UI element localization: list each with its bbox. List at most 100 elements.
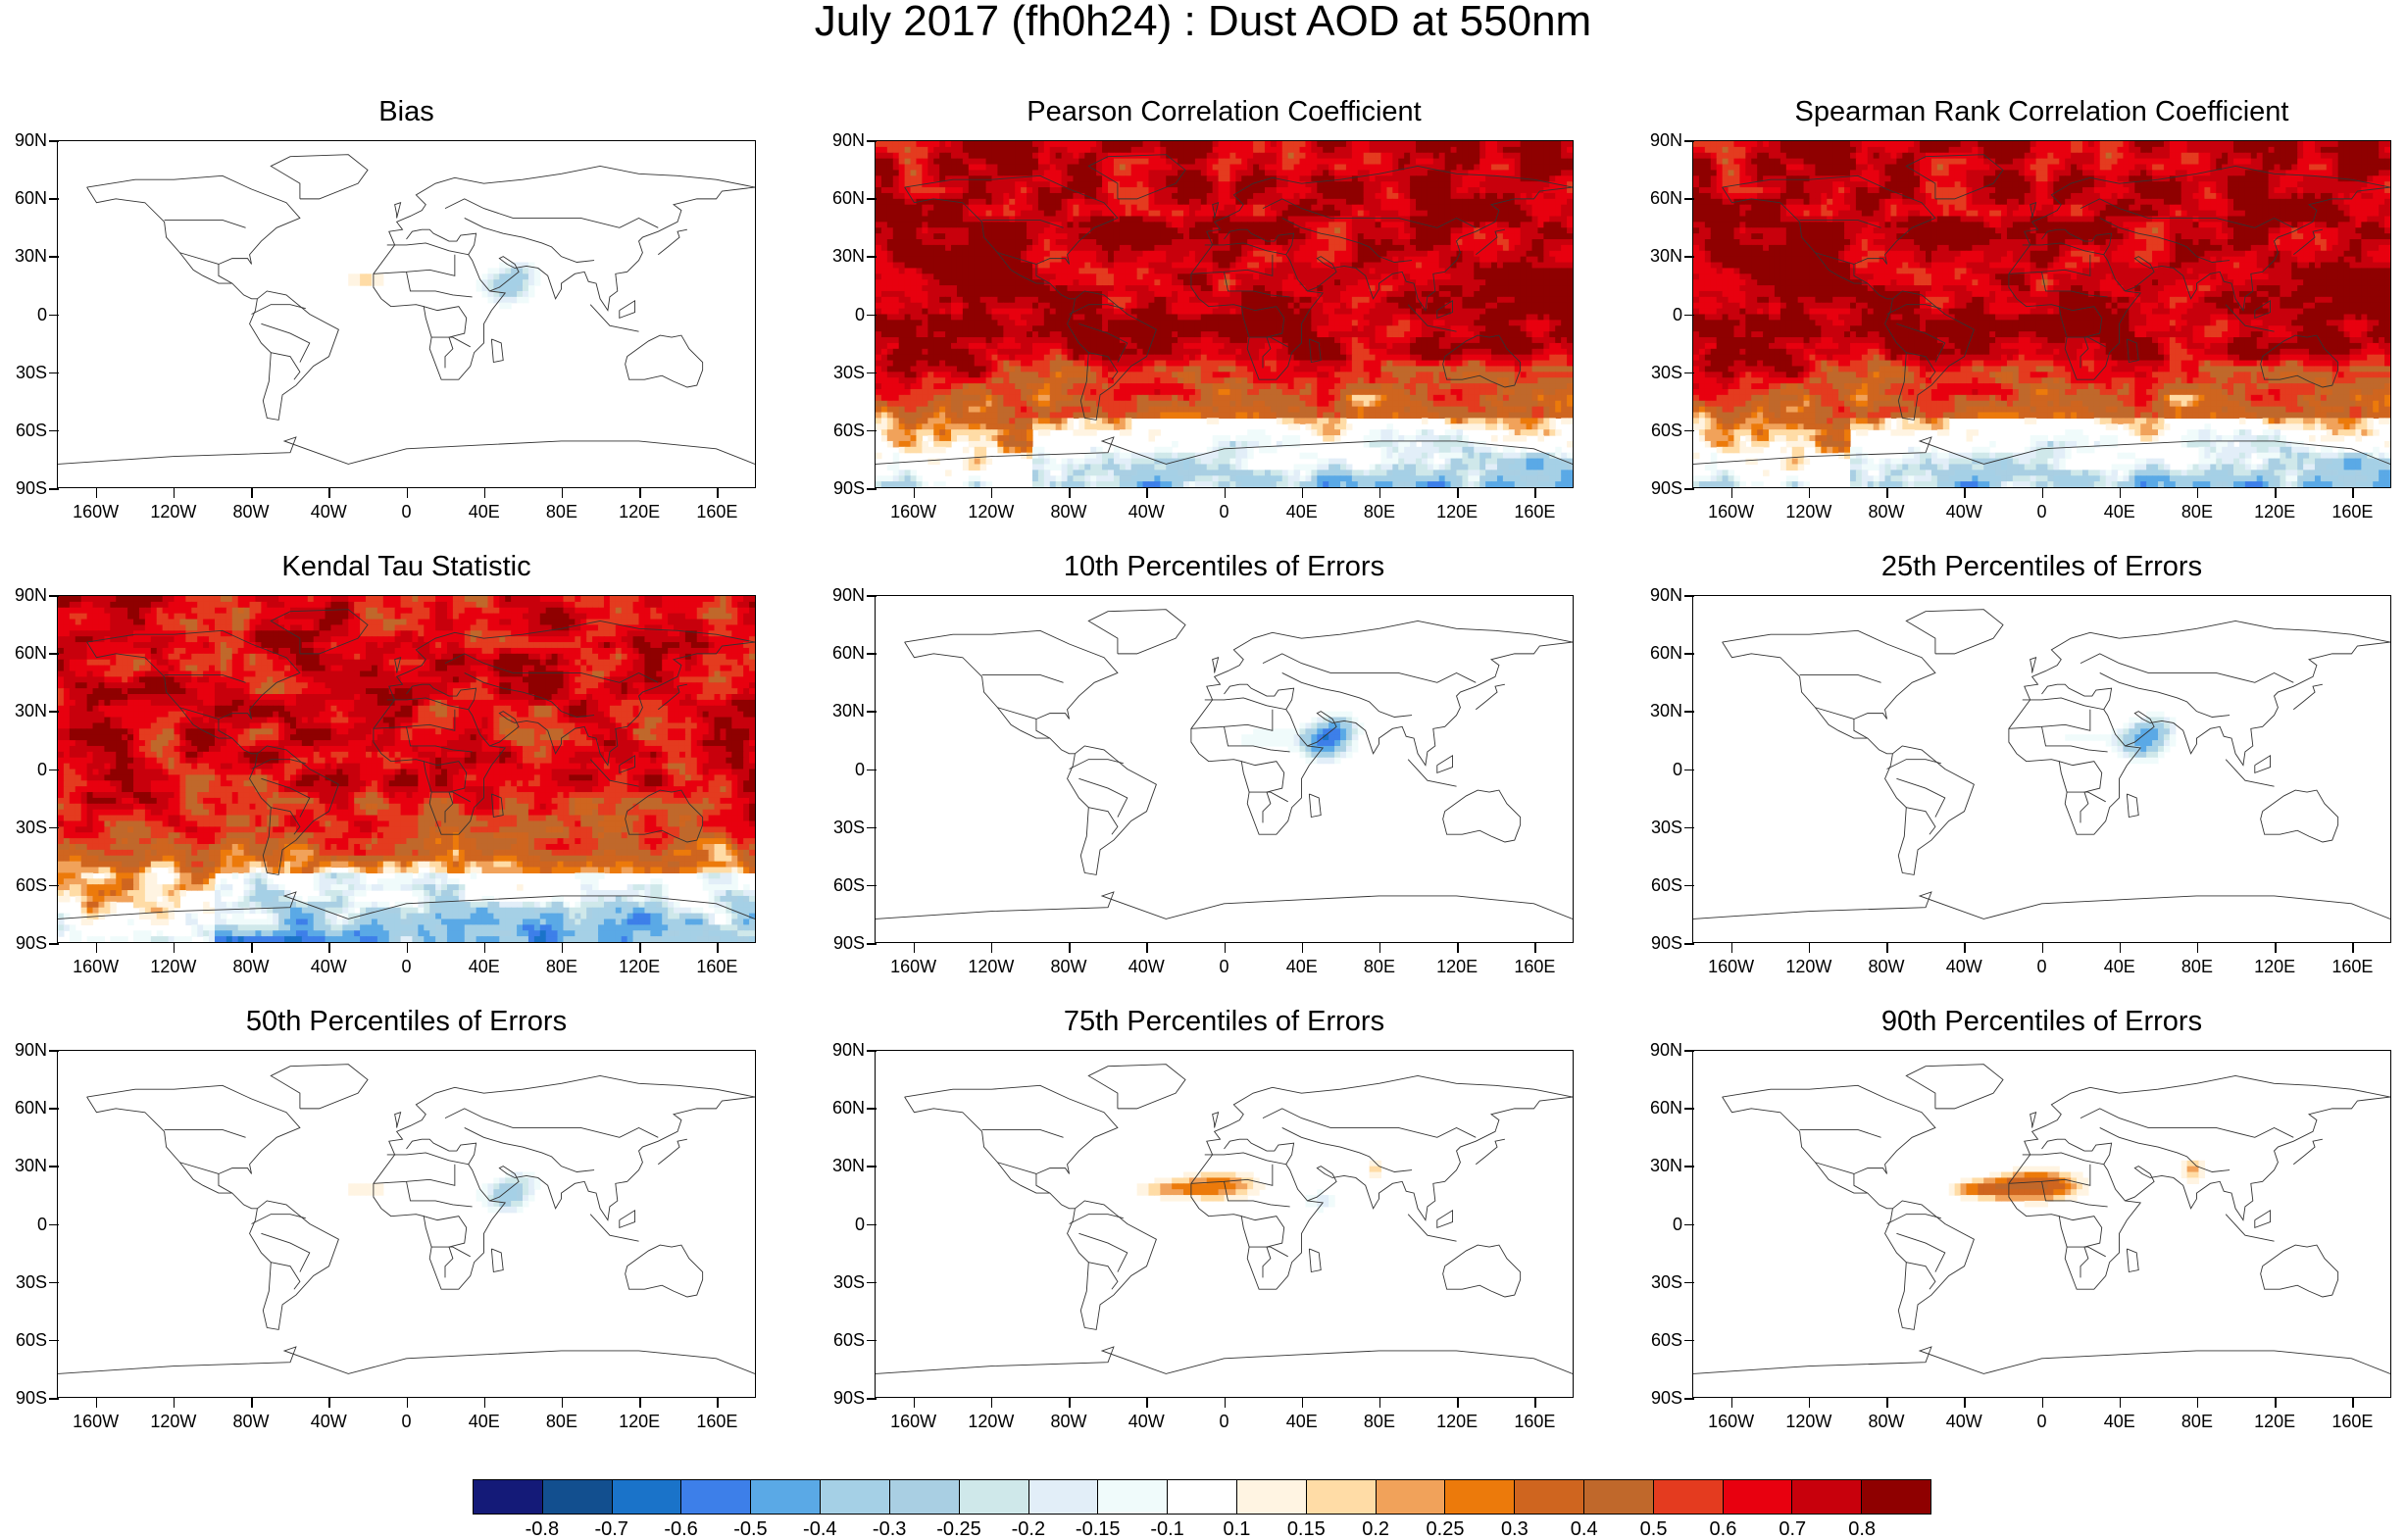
lon-tick-label: 120W xyxy=(139,502,208,522)
lon-tick xyxy=(2041,488,2043,498)
lat-tick-label: 60N xyxy=(1631,188,1682,208)
colorbar-label: -0.15 xyxy=(1064,1518,1132,1540)
colorbar-swatch xyxy=(1306,1480,1377,1514)
lon-tick-label: 120W xyxy=(1775,502,1843,522)
lon-tick xyxy=(95,1398,98,1408)
lon-tick xyxy=(1886,488,1888,498)
lat-tick xyxy=(49,1398,59,1400)
lon-tick-label: 160E xyxy=(1500,1412,1569,1431)
colorbar-label: -0.5 xyxy=(716,1518,784,1540)
lat-tick-label: 90N xyxy=(1631,1040,1682,1060)
lat-tick xyxy=(1684,1398,1694,1400)
lon-tick-label: 40W xyxy=(1112,502,1180,522)
lat-tick-label: 30S xyxy=(0,1272,47,1292)
lat-tick xyxy=(867,140,877,142)
lat-tick xyxy=(867,1108,877,1110)
colorbar-swatch xyxy=(1376,1480,1446,1514)
lat-tick xyxy=(1684,198,1694,200)
lon-tick-label: 160E xyxy=(682,957,751,976)
lat-tick xyxy=(49,653,59,655)
lon-tick xyxy=(1378,488,1381,498)
colorbar-label: 0.5 xyxy=(1620,1518,1688,1540)
colorbar-swatch xyxy=(1445,1480,1516,1514)
map-canvas xyxy=(58,154,755,465)
lat-tick-label: 30N xyxy=(814,701,865,720)
colorbar-swatch xyxy=(889,1480,960,1514)
lat-tick-label: 60N xyxy=(1631,1098,1682,1118)
map-panel xyxy=(1692,1050,2391,1398)
lat-tick-label: 90S xyxy=(0,478,47,498)
lat-tick xyxy=(1684,256,1694,258)
lat-tick xyxy=(867,1281,877,1284)
lat-tick-label: 30N xyxy=(814,1156,865,1175)
lon-tick-label: 40W xyxy=(1930,1412,1998,1431)
lat-tick-label: 90S xyxy=(814,1388,865,1408)
lon-tick xyxy=(561,488,564,498)
lon-tick xyxy=(328,943,330,953)
lon-tick-label: 80W xyxy=(1034,502,1103,522)
lat-tick xyxy=(867,769,877,770)
lon-tick-label: 0 xyxy=(2008,1412,2077,1431)
lat-tick-label: 90S xyxy=(814,478,865,498)
lat-tick-label: 60S xyxy=(814,421,865,440)
lat-tick-label: 60N xyxy=(814,643,865,663)
lon-tick-label: 160E xyxy=(2318,957,2386,976)
lon-tick xyxy=(1224,488,1226,498)
lat-tick-label: 60N xyxy=(814,188,865,208)
lon-tick xyxy=(717,1398,719,1408)
lon-tick-label: 160W xyxy=(1697,1412,1766,1431)
lat-tick xyxy=(49,1339,59,1342)
lat-tick xyxy=(1684,711,1694,713)
lon-tick-label: 0 xyxy=(1190,1412,1259,1431)
lat-tick-label: 0 xyxy=(0,1215,47,1234)
map-canvas xyxy=(876,141,1573,487)
lon-tick xyxy=(1378,943,1381,953)
lon-tick xyxy=(173,488,175,498)
lat-tick-label: 0 xyxy=(814,305,865,324)
colorbar-swatch xyxy=(1098,1480,1169,1514)
lat-tick-label: 30N xyxy=(0,1156,47,1175)
lat-tick-label: 60N xyxy=(0,643,47,663)
colorbar-label: -0.6 xyxy=(647,1518,716,1540)
lat-tick xyxy=(1684,372,1694,374)
colorbar-label: 0.4 xyxy=(1550,1518,1619,1540)
colorbar-swatch xyxy=(1862,1480,1931,1514)
lon-tick-label: 160E xyxy=(2318,1412,2386,1431)
colorbar-swatch xyxy=(821,1480,890,1514)
lat-tick xyxy=(867,943,877,945)
lon-tick xyxy=(1457,943,1459,953)
lat-tick-label: 30S xyxy=(1631,1272,1682,1292)
lat-tick-label: 30N xyxy=(0,246,47,266)
lon-tick xyxy=(2196,943,2199,953)
lon-tick xyxy=(251,488,253,498)
colorbar-swatch xyxy=(474,1480,543,1514)
lon-tick-label: 120E xyxy=(1423,957,1491,976)
lat-tick xyxy=(867,314,877,316)
lon-tick xyxy=(1808,1398,1811,1408)
lon-tick-label: 80W xyxy=(1852,502,1921,522)
lat-tick-label: 90S xyxy=(1631,933,1682,953)
lon-tick xyxy=(639,943,641,953)
lat-tick xyxy=(49,256,59,258)
lon-tick xyxy=(1964,488,1966,498)
map-canvas xyxy=(876,1064,1573,1374)
lat-tick xyxy=(49,884,59,887)
lon-tick xyxy=(990,1398,993,1408)
panel-title: Bias xyxy=(57,97,756,126)
lon-tick-label: 160W xyxy=(62,502,130,522)
lon-tick-label: 120W xyxy=(957,502,1026,522)
lon-tick xyxy=(2041,1398,2043,1408)
field-layer xyxy=(348,1171,541,1214)
lon-tick-label: 40E xyxy=(450,502,519,522)
lat-tick-label: 30S xyxy=(814,363,865,382)
lon-tick xyxy=(639,1398,641,1408)
lon-tick-label: 160W xyxy=(62,1412,130,1431)
field-layer xyxy=(1948,1160,2205,1208)
lon-tick xyxy=(406,1398,408,1408)
lon-tick-label: 80E xyxy=(1345,957,1414,976)
map-panel xyxy=(57,1050,756,1398)
colorbar-swatch xyxy=(751,1480,822,1514)
lon-tick xyxy=(1457,488,1459,498)
colorbar-swatch xyxy=(1653,1480,1724,1514)
panel-title: 25th Percentiles of Errors xyxy=(1692,552,2391,581)
